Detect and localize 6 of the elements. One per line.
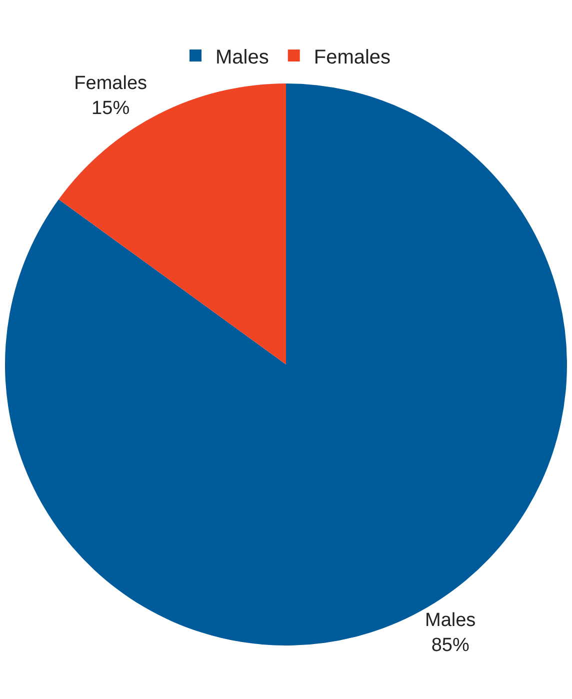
slice-label: Females <box>74 73 148 94</box>
legend-label: Females <box>314 46 391 68</box>
data-label: 85% <box>431 634 470 656</box>
data-label: 15% <box>92 98 130 119</box>
legend-label: Males <box>216 46 269 68</box>
slice-label: Males <box>424 610 476 632</box>
